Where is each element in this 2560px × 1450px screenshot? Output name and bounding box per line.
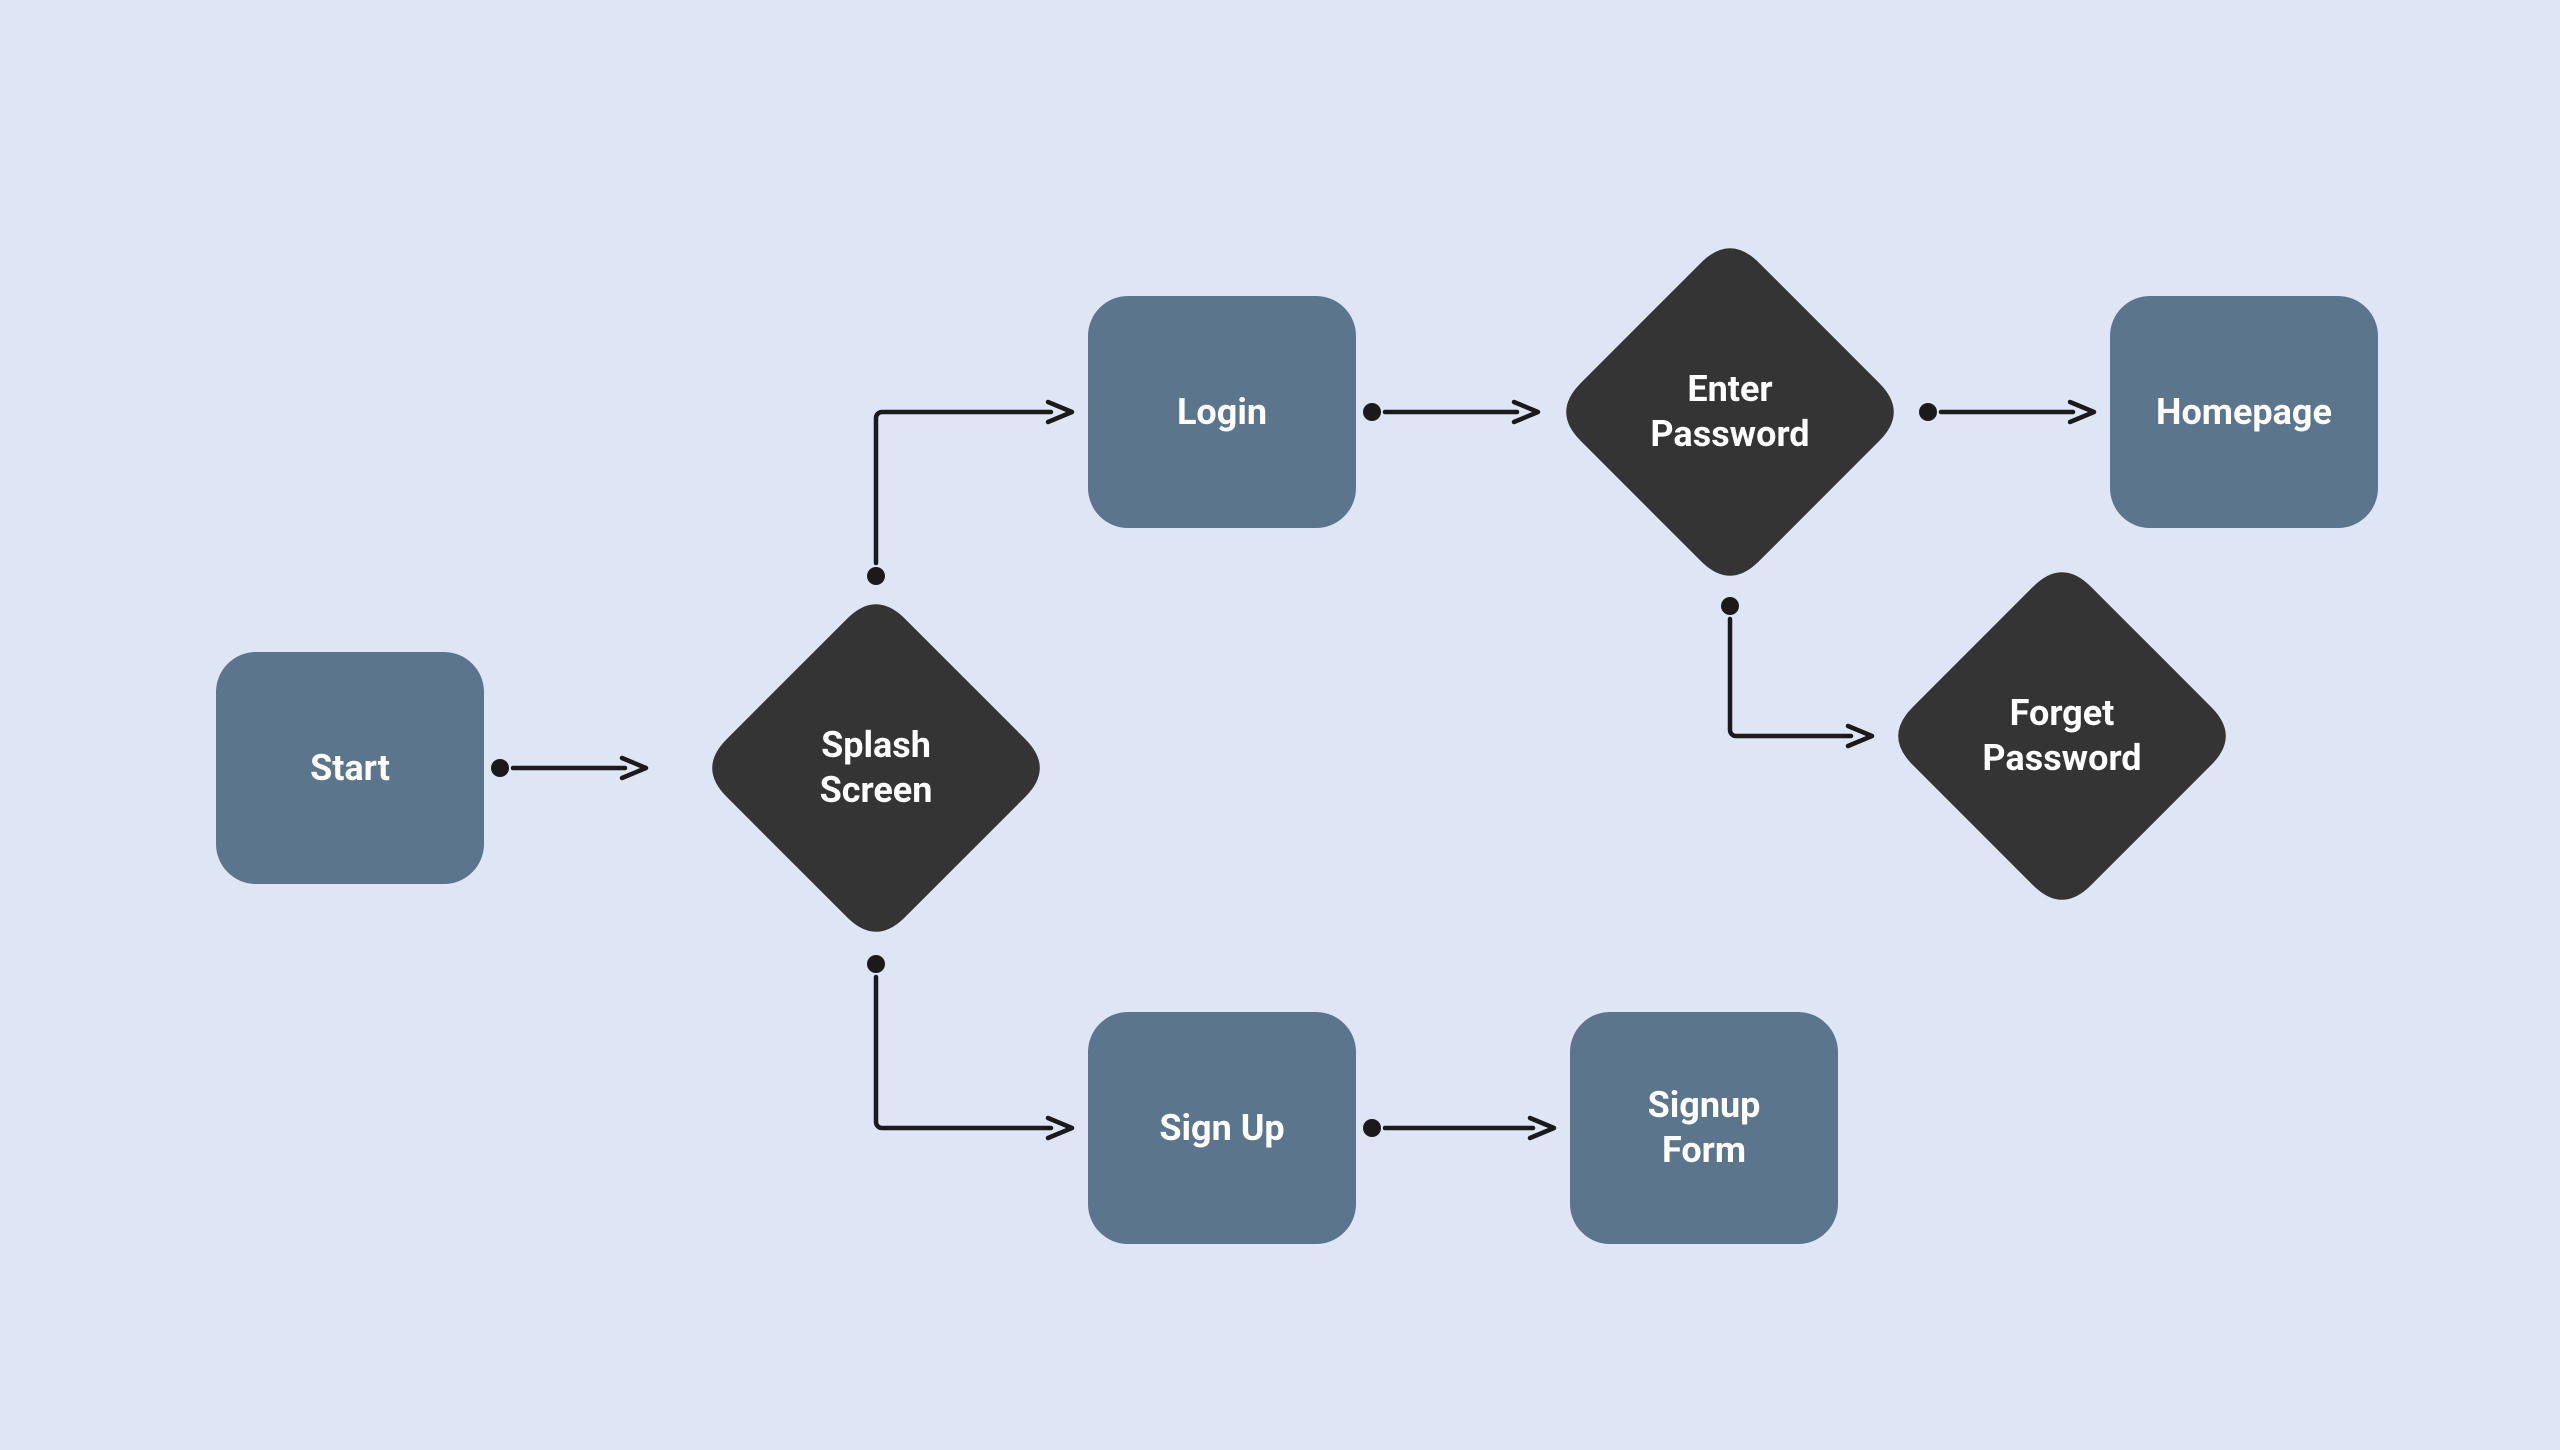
flowchart-svg [0,0,2560,1450]
flowchart-canvas: StartSplash ScreenLoginSign UpEnter Pass… [0,0,2560,1450]
edge-splash-to-signup [867,955,1072,1138]
node-splash [712,604,1040,932]
node-login [1088,296,1356,528]
node-signup [1088,1012,1356,1244]
node-signupform [1570,1012,1838,1244]
edge-start-to-splash [491,758,646,778]
edge-signup-to-signupform [1363,1118,1554,1138]
edge-login-to-enterpw [1363,402,1538,422]
edge-enterpw-to-homepage [1919,402,2094,422]
node-start [216,652,484,884]
edge-splash-to-login [867,402,1072,585]
edge-enterpw-to-forgetpw [1721,597,1872,746]
node-enterpw [1566,248,1894,576]
node-forgetpw [1898,572,2226,900]
node-homepage [2110,296,2378,528]
